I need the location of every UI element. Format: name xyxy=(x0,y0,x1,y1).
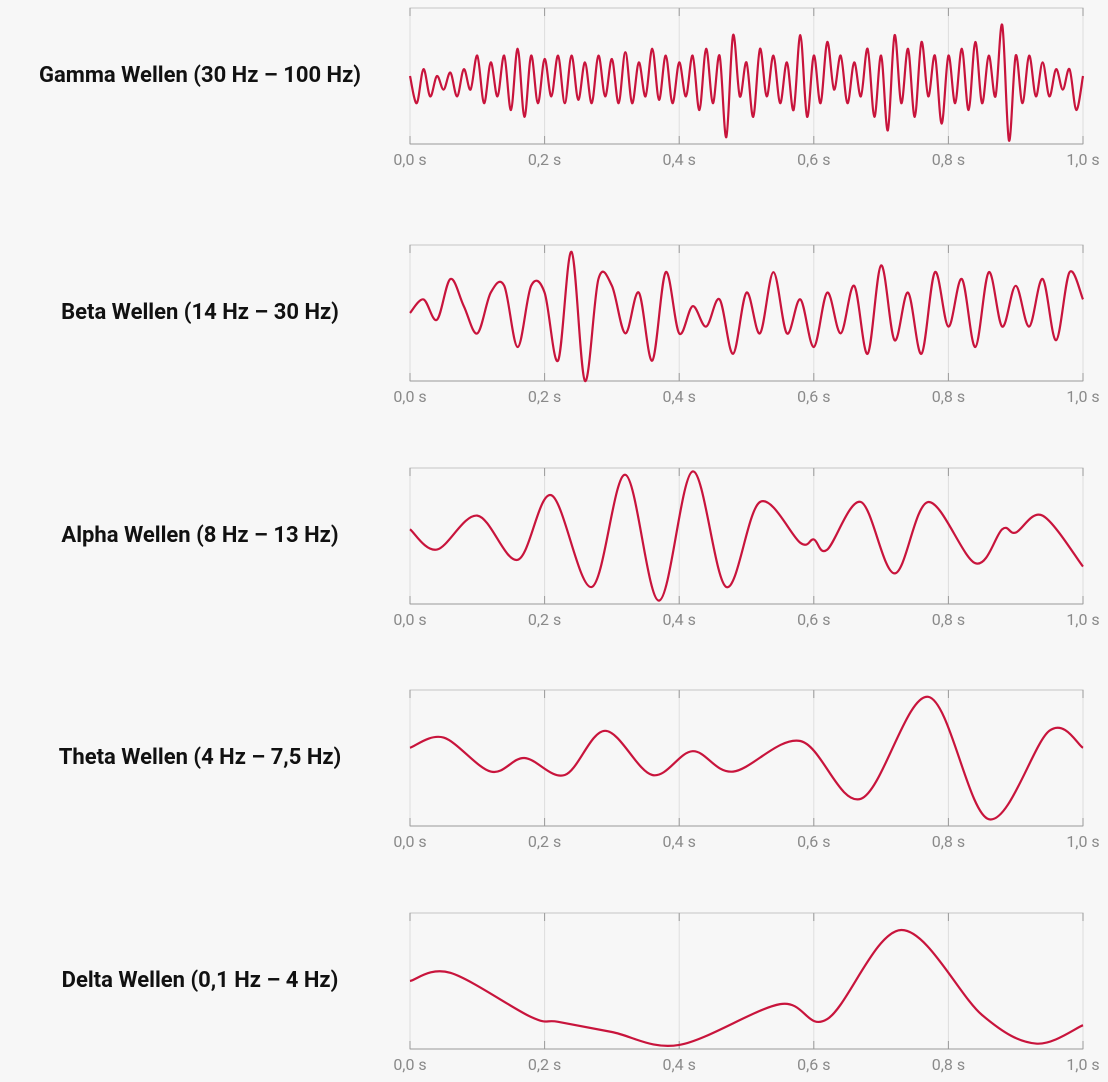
x-tick-label: 0,0 s xyxy=(393,832,426,851)
x-tick-label: 0,6 s xyxy=(797,832,830,851)
chart-title: Beta Wellen (14 Hz – 30 Hz) xyxy=(61,300,339,325)
x-tick-label: 0,6 s xyxy=(797,1055,830,1074)
x-tick-label: 1,0 s xyxy=(1066,610,1099,629)
x-tick-label: 0,8 s xyxy=(932,150,965,169)
x-tick-label: 0,4 s xyxy=(663,610,696,629)
x-tick-label: 1,0 s xyxy=(1066,387,1099,406)
x-tick-label: 0,4 s xyxy=(663,1055,696,1074)
x-tick-label: 0,0 s xyxy=(393,1055,426,1074)
x-tick-label: 0,4 s xyxy=(663,387,696,406)
x-tick-label: 0,2 s xyxy=(528,832,561,851)
chart-title: Theta Wellen (4 Hz – 7,5 Hz) xyxy=(59,745,342,770)
x-tick-label: 0,0 s xyxy=(393,387,426,406)
x-tick-label: 0,4 s xyxy=(663,150,696,169)
x-tick-label: 0,2 s xyxy=(528,150,561,169)
plot-frame xyxy=(409,689,1084,827)
plot-frame xyxy=(409,7,1084,145)
x-tick-label: 1,0 s xyxy=(1066,150,1099,169)
x-tick-label: 0,4 s xyxy=(663,832,696,851)
wave-line xyxy=(408,23,1085,142)
x-tick-label: 0,2 s xyxy=(528,387,561,406)
x-tick-label: 0,0 s xyxy=(393,150,426,169)
wave-line xyxy=(409,928,1084,1047)
plot-frame xyxy=(409,912,1084,1050)
x-tick-label: 0,6 s xyxy=(797,610,830,629)
x-tick-label: 0,0 s xyxy=(393,610,426,629)
chart-title: Gamma Wellen (30 Hz – 100 Hz) xyxy=(39,63,361,88)
x-tick-label: 1,0 s xyxy=(1066,832,1099,851)
x-tick-label: 1,0 s xyxy=(1066,1055,1099,1074)
x-tick-label: 0,6 s xyxy=(797,150,830,169)
x-tick-label: 0,6 s xyxy=(797,387,830,406)
x-tick-label: 0,8 s xyxy=(932,387,965,406)
wave-line xyxy=(409,470,1084,602)
chart-title: Delta Wellen (0,1 Hz – 4 Hz) xyxy=(62,968,339,993)
x-tick-label: 0,2 s xyxy=(528,610,561,629)
wave-line xyxy=(409,695,1084,821)
x-tick-label: 0,8 s xyxy=(932,832,965,851)
chart-title: Alpha Wellen (8 Hz – 13 Hz) xyxy=(61,523,338,548)
x-tick-label: 0,8 s xyxy=(932,610,965,629)
x-tick-label: 0,2 s xyxy=(528,1055,561,1074)
wave-line xyxy=(409,250,1085,383)
x-tick-label: 0,8 s xyxy=(932,1055,965,1074)
